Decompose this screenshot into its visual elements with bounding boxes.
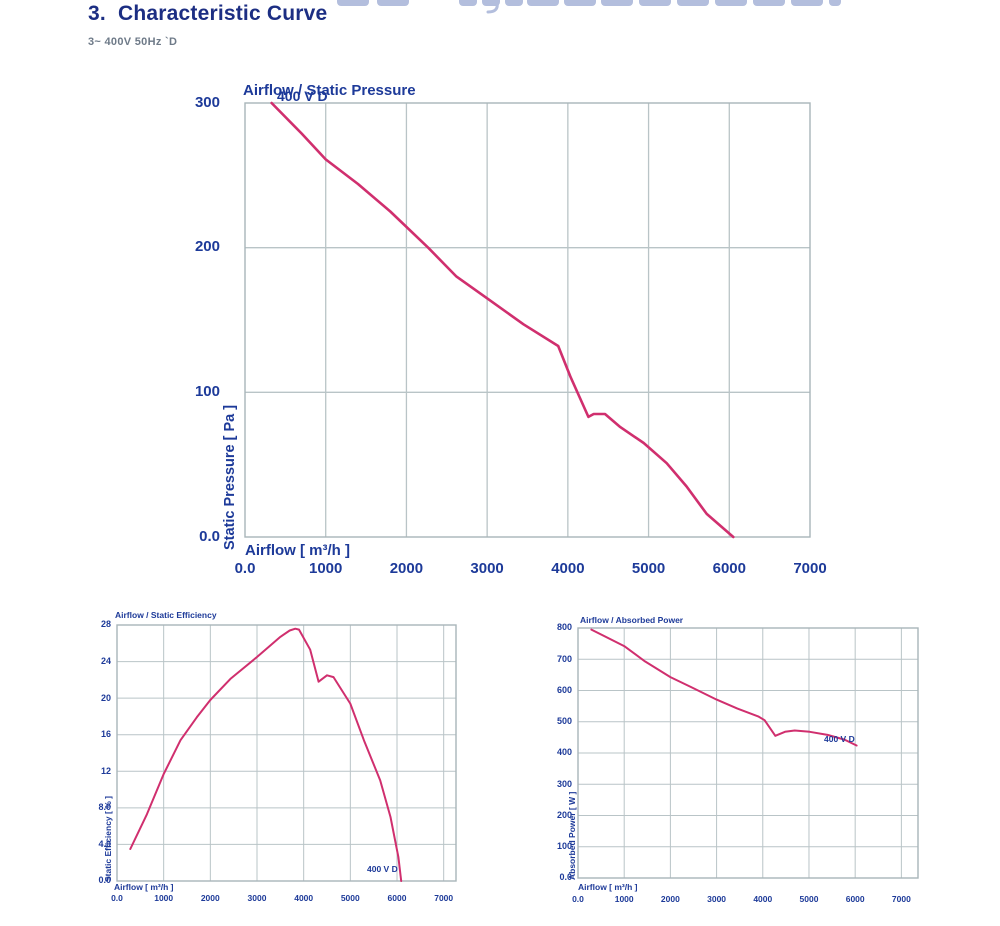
y-tick-label: 700: [556, 653, 572, 664]
airflow-absorbed-power-curve: [590, 628, 858, 747]
x-axis-label: Airflow [ m³/h ]: [245, 542, 350, 559]
x-tick-label: 3000: [247, 893, 267, 903]
cropped-letter-fragment: [715, 0, 747, 6]
x-tick-label: 1000: [614, 894, 634, 904]
chart-title: Airflow / Absorbed Power: [580, 615, 684, 625]
x-tick-label: 3000: [470, 560, 504, 577]
y-tick-label: 0.0: [98, 875, 111, 886]
cropped-letter-fragment: [791, 0, 823, 6]
x-tick-label: 6000: [845, 894, 865, 904]
cropped-letter-fragment: [677, 0, 709, 6]
curve-legend-label: 400 V D: [277, 88, 328, 104]
x-tick-label: 2000: [660, 894, 680, 904]
cropped-header-text-glyphs: [337, 0, 841, 14]
y-axis-label: Static Efficiency [ % ]: [103, 796, 113, 882]
chart-title: Airflow / Static Efficiency: [115, 610, 217, 620]
x-tick-label: 4000: [551, 560, 585, 577]
x-tick-label: 1000: [154, 893, 174, 903]
cropped-letter-fragment: [377, 0, 409, 6]
y-tick-label: 100: [556, 841, 572, 852]
x-tick-label: 0.0: [111, 893, 123, 903]
y-tick-label: 4.0: [98, 838, 111, 849]
airflow-static-pressure-curve: [270, 101, 735, 539]
x-tick-label: 6000: [712, 560, 746, 577]
cropped-letter-fragment: [505, 0, 523, 6]
y-axis-label: Absorbed Power [ W ]: [567, 791, 577, 880]
y-tick-label: 24: [100, 656, 111, 666]
airflow_static_pressure-plot-area: [244, 101, 811, 539]
x-axis-label: Airflow [ m³/h ]: [114, 882, 174, 892]
x-tick-label: 4000: [753, 894, 773, 904]
y-tick-label: 20: [100, 692, 111, 703]
curve-legend-label: 400 V D: [367, 864, 398, 874]
y-tick-label: 600: [556, 684, 572, 695]
airflow_absorbed_power-plot-area: [577, 627, 919, 879]
x-tick-label: 5000: [799, 894, 819, 904]
y-tick-label: 800: [556, 622, 572, 633]
plot-border: [116, 624, 457, 882]
cropped-letter-fragment: [337, 0, 369, 6]
cropped-letter-fragment: [459, 0, 477, 6]
x-tick-label: 0.0: [572, 894, 584, 904]
y-tick-label: 0.0: [199, 527, 220, 545]
y-tick-label: 200: [194, 238, 220, 256]
page-subtitle: 3~ 400V 50Hz `D: [88, 36, 178, 48]
y-tick-label: 16: [100, 729, 111, 740]
cropped-letter-fragment: [601, 0, 633, 6]
y-tick-label: 8.0: [98, 802, 111, 813]
x-tick-label: 5000: [631, 560, 666, 577]
cropped-letter-fragment: [753, 0, 785, 6]
x-tick-label: 7000: [434, 893, 454, 903]
x-tick-label: 0.0: [234, 560, 256, 577]
y-tick-label: 300: [556, 778, 572, 789]
cropped-letter-fragment: [564, 0, 596, 6]
y-tick-label: 100: [194, 383, 220, 400]
x-tick-label: 4000: [294, 893, 314, 903]
x-tick-label: 3000: [707, 894, 727, 904]
airflow-static-efficiency-curve: [129, 627, 403, 882]
plot-border: [577, 627, 919, 879]
x-axis-label: Airflow [ m³/h ]: [578, 882, 638, 892]
y-tick-label: 200: [556, 809, 572, 820]
x-tick-label: 6000: [387, 893, 407, 903]
x-tick-label: 7000: [793, 560, 827, 577]
y-tick-label: 300: [194, 93, 220, 111]
airflow_static_efficiency-plot-area: [116, 624, 457, 882]
curve-legend-label: 400 V D: [824, 734, 855, 744]
cropped-letter-fragment: [482, 0, 500, 6]
y-tick-label: 12: [100, 765, 111, 776]
page-title: 3. Characteristic Curve: [88, 2, 328, 25]
chart-title: Airflow / Static Pressure: [243, 82, 416, 99]
cropped-letter-fragment: [829, 0, 841, 6]
plot-border: [244, 102, 811, 538]
x-tick-label: 5000: [340, 893, 360, 903]
x-tick-label: 2000: [389, 560, 424, 577]
y-tick-label: 400: [556, 747, 572, 758]
y-tick-label: 0.0: [559, 872, 572, 883]
y-axis-label: Static Pressure [ Pa ]: [222, 404, 238, 550]
y-tick-label: 500: [556, 716, 572, 727]
cropped-letter-fragment: [527, 0, 559, 6]
x-tick-label: 7000: [891, 894, 911, 904]
x-tick-label: 2000: [200, 893, 220, 903]
y-tick-label: 28: [100, 619, 111, 630]
cropped-letter-descender: [486, 0, 499, 14]
cropped-letter-fragment: [639, 0, 671, 6]
x-tick-label: 1000: [309, 560, 343, 577]
